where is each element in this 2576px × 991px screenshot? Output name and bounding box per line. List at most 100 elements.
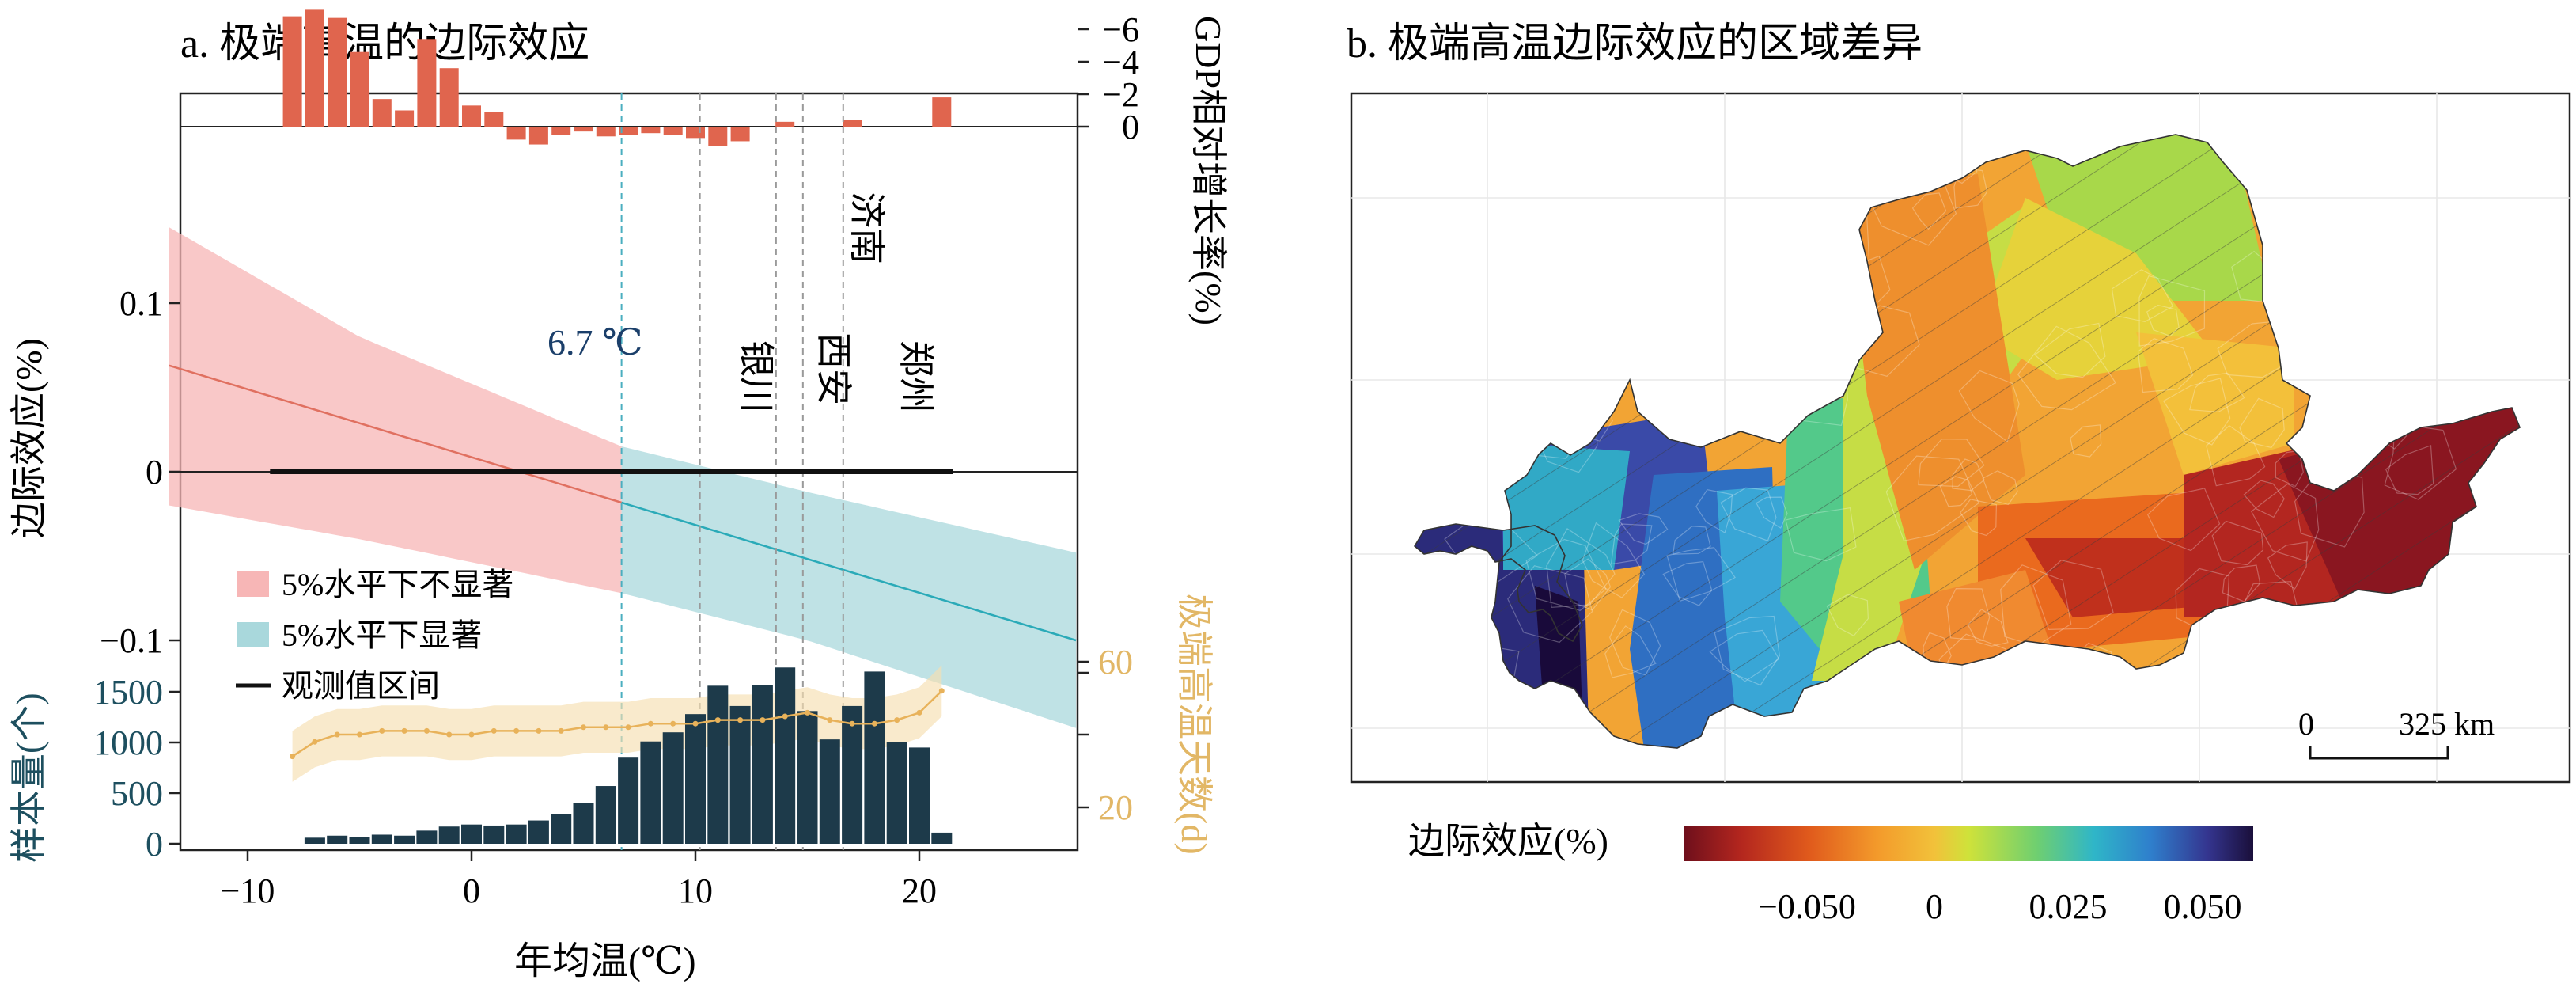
panel-a-title: a. 极端高温的边际效应 xyxy=(180,21,589,66)
y-hist-tick-label-2: 1000 xyxy=(93,723,163,762)
hot-days-point-27 xyxy=(894,717,900,723)
hot-days-point-22 xyxy=(782,713,788,720)
hot-days-point-24 xyxy=(827,717,833,723)
y-hot-tick-label-2: 60 xyxy=(1098,643,1133,682)
hot-days-point-0 xyxy=(290,754,296,760)
county-boundary-16 xyxy=(1546,528,1616,609)
y-hist-tick-label-3: 1500 xyxy=(93,673,163,712)
sample-bar-9 xyxy=(483,825,505,844)
county-boundary-115 xyxy=(1911,192,1947,230)
colorbar-label: 边际效应(%) xyxy=(1408,821,1608,861)
hot-days-point-6 xyxy=(423,727,430,734)
scale-label-zero: 0 xyxy=(2298,706,2314,742)
county-boundary-41 xyxy=(2385,444,2434,496)
y-gdp-tick-label-0: 0 xyxy=(1122,108,1139,146)
sample-bar-29 xyxy=(931,832,953,844)
trend-line-significant xyxy=(621,501,1077,642)
county-boundary-94 xyxy=(1525,538,1607,611)
hot-days-point-25 xyxy=(849,720,855,727)
county-boundary-79 xyxy=(2146,488,2221,552)
county-boundary-8 xyxy=(1953,167,1988,209)
county-boundary-1 xyxy=(1672,526,1711,555)
gdp-bar-0 xyxy=(282,16,302,127)
hot-days-point-21 xyxy=(760,717,766,723)
sample-bar-24 xyxy=(819,739,840,844)
county-boundary-125 xyxy=(2211,520,2264,566)
x-tick-label-0: −10 xyxy=(221,871,275,910)
city-label-xian: 西安 xyxy=(813,332,854,405)
sample-bar-25 xyxy=(842,705,863,844)
county-boundary-38 xyxy=(1785,507,1857,562)
sample-bar-4 xyxy=(371,834,392,844)
x-tick-label-3: 20 xyxy=(902,871,937,910)
county-boundary-61 xyxy=(2138,275,2206,347)
city-label-yinchuan: 银川 xyxy=(736,340,776,413)
county-boundary-57 xyxy=(2384,423,2457,500)
sample-bar-8 xyxy=(461,824,482,844)
sample-bar-18 xyxy=(685,714,706,844)
sample-bar-7 xyxy=(438,826,460,844)
county-boundary-63 xyxy=(1826,594,1869,636)
legend-swatch-significant xyxy=(237,622,269,647)
county-boundary-66 xyxy=(2032,560,2114,631)
gdp-bars xyxy=(282,9,952,146)
county-boundary-136 xyxy=(1958,370,2020,442)
hot-days-point-19 xyxy=(714,717,721,723)
gdp-bar-29 xyxy=(932,97,952,127)
colorbar-tick-1: −0.050 xyxy=(1758,887,1856,926)
county-boundary-72 xyxy=(1618,513,1669,545)
gdp-bar-25 xyxy=(843,120,862,127)
county-boundary-90 xyxy=(1946,587,1991,642)
y-hist-left-label: 样本量(个) xyxy=(9,693,49,863)
hot-days-line xyxy=(291,689,943,757)
county-boundary-99 xyxy=(1939,476,1973,507)
gdp-bar-3 xyxy=(350,51,369,127)
county-boundary-18 xyxy=(2267,541,2308,590)
hot-days-point-17 xyxy=(670,720,676,727)
county-boundary-110 xyxy=(2189,372,2245,413)
sample-bar-27 xyxy=(886,742,907,844)
hot-days-point-1 xyxy=(312,739,318,745)
legend-label-significant: 5%水平下显著 xyxy=(282,617,482,653)
hot-days-point-3 xyxy=(357,731,362,738)
sample-bar-2 xyxy=(327,835,348,844)
y-gdp-tick-label-1: −2 xyxy=(1102,75,1139,114)
county-boundary-30 xyxy=(1666,547,1736,602)
ci-band-significant xyxy=(621,446,1077,728)
county-boundary-73 xyxy=(2243,480,2285,518)
county-boundary-33 xyxy=(1610,523,1653,565)
hot-days-point-20 xyxy=(737,717,744,723)
sample-bar-22 xyxy=(775,667,796,844)
county-boundary-95 xyxy=(1604,625,1657,678)
sample-bar-12 xyxy=(551,814,572,844)
hot-days-point-13 xyxy=(581,724,586,731)
gdp-bar-13 xyxy=(574,127,593,132)
y-hist-right-label: 极端高温天数(d) xyxy=(1174,594,1214,855)
x-tick-label-2: 10 xyxy=(678,871,713,910)
county-boundary-7 xyxy=(1582,522,1646,598)
county-boundary-85 xyxy=(1982,470,2018,506)
sample-bar-20 xyxy=(729,705,751,844)
hot-days-point-12 xyxy=(558,727,564,734)
panel-b: b. 极端高温边际效应的区域差异 xyxy=(1347,21,2571,926)
hot-days-point-29 xyxy=(938,688,945,694)
sample-bar-13 xyxy=(573,803,594,844)
gdp-bar-2 xyxy=(328,17,347,127)
hot-days-point-10 xyxy=(513,727,520,734)
sample-bar-14 xyxy=(595,786,616,844)
sample-bar-23 xyxy=(797,711,818,844)
county-boundary-138 xyxy=(1714,615,1780,686)
colorbar-gradient xyxy=(1684,826,2253,861)
x-axis-label: 年均温(℃) xyxy=(514,940,696,982)
hot-days-point-28 xyxy=(916,709,922,716)
gdp-bar-8 xyxy=(462,105,481,127)
county-boundary-106 xyxy=(2250,483,2320,562)
y-hot-tick-label-0: 20 xyxy=(1098,788,1133,827)
y-hist-tick-label-1: 500 xyxy=(111,774,163,813)
county-boundary-122 xyxy=(1709,629,1780,682)
gdp-bar-18 xyxy=(686,127,705,139)
gdp-bar-10 xyxy=(506,127,526,140)
hot-days-point-5 xyxy=(401,727,407,734)
sample-size-bars xyxy=(292,665,953,844)
